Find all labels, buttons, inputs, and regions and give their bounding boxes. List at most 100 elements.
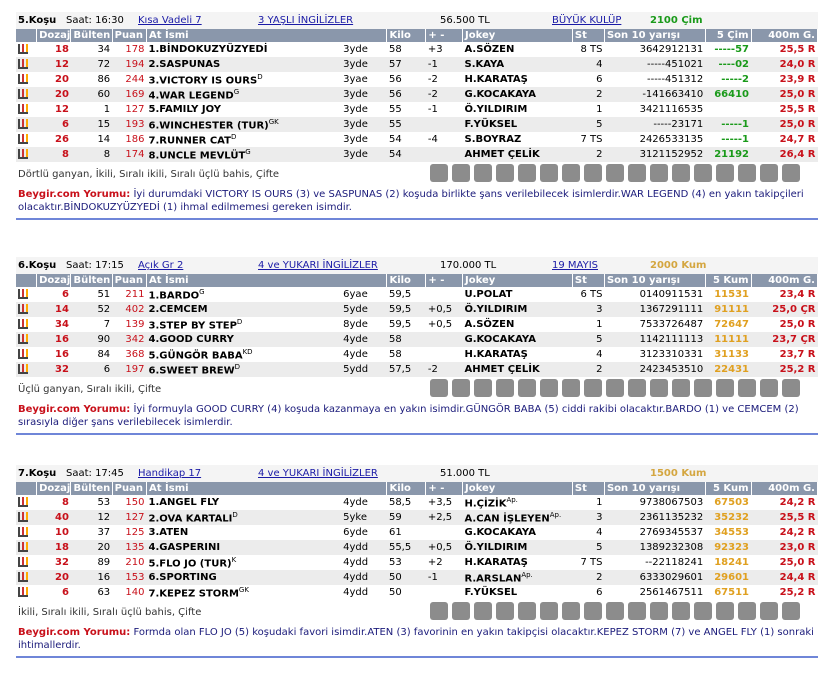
name[interactable]: 8.UNCLE MEVLÜT (148, 150, 246, 162)
tool-icon[interactable] (694, 379, 712, 397)
name[interactable]: 6.SPORTING (148, 572, 217, 583)
jokey[interactable]: AHMET ÇELİK (464, 364, 540, 375)
jokey[interactable]: G.KOCAKAYA (464, 334, 536, 345)
race-breed[interactable]: 4 ve YUKARI İNGİLİZLER (258, 260, 378, 271)
tool-icon[interactable] (606, 164, 624, 182)
name[interactable]: 7.KEPEZ STORM (148, 588, 239, 600)
tool-icon[interactable] (738, 164, 756, 182)
name[interactable]: 7.RUNNER CAT (148, 135, 231, 147)
jokey[interactable]: H.KARATAŞ (464, 349, 528, 360)
tool-icon[interactable] (430, 379, 448, 397)
tool-icon[interactable] (650, 379, 668, 397)
tool-icon[interactable] (496, 602, 514, 620)
tool-icon[interactable] (716, 379, 734, 397)
tool-icon[interactable] (650, 602, 668, 620)
chart-icon[interactable] (18, 104, 28, 114)
jokey[interactable]: H.KARATAŞ (464, 74, 528, 85)
name[interactable]: 2.SASPUNAS (148, 59, 221, 70)
tool-icon[interactable] (738, 602, 756, 620)
tool-icon[interactable] (760, 379, 778, 397)
tool-icon[interactable] (782, 164, 800, 182)
jokey[interactable]: Ö.YILDIRIM (464, 542, 528, 553)
name[interactable]: 1.ANGEL FLY (148, 497, 220, 508)
tool-icon[interactable] (694, 164, 712, 182)
tool-icon[interactable] (738, 379, 756, 397)
race-kind[interactable]: Kısa Vadeli 7 (138, 15, 202, 26)
race-kind[interactable]: Açık Gr 2 (138, 260, 184, 271)
tool-icon[interactable] (496, 164, 514, 182)
tool-icon[interactable] (540, 164, 558, 182)
name[interactable]: 3.ATEN (148, 527, 189, 538)
jokey[interactable]: A.SÖZEN (464, 44, 515, 55)
tool-icon[interactable] (672, 379, 690, 397)
name[interactable]: 6.WINCHESTER (TUR) (148, 120, 269, 132)
tool-icon[interactable] (628, 164, 646, 182)
jokey[interactable]: H.KARATAŞ (464, 557, 528, 568)
chart-icon[interactable] (18, 542, 28, 552)
tool-icon[interactable] (782, 379, 800, 397)
chart-icon[interactable] (18, 512, 28, 522)
tool-icon[interactable] (452, 602, 470, 620)
tool-icon[interactable] (452, 379, 470, 397)
tool-icon[interactable] (716, 164, 734, 182)
jokey[interactable]: R.ARSLAN (464, 573, 522, 585)
chart-icon[interactable] (18, 149, 28, 159)
jokey[interactable]: U.POLAT (464, 289, 513, 300)
chart-icon[interactable] (18, 349, 28, 359)
tool-icon[interactable] (650, 164, 668, 182)
name[interactable]: 5.FLO JO (TUR) (148, 558, 232, 570)
tool-icon[interactable] (562, 379, 580, 397)
name[interactable]: 6.SWEET BREW (148, 365, 235, 377)
tool-icon[interactable] (430, 164, 448, 182)
race-kind[interactable]: Handikap 17 (138, 468, 202, 479)
chart-icon[interactable] (18, 557, 28, 567)
chart-icon[interactable] (18, 587, 28, 597)
chart-icon[interactable] (18, 304, 28, 314)
jokey[interactable]: Ö.YILDIRIM (464, 104, 528, 115)
chart-icon[interactable] (18, 497, 28, 507)
tool-icon[interactable] (628, 379, 646, 397)
name[interactable]: 4.WAR LEGEND (148, 90, 234, 102)
chart-icon[interactable] (18, 334, 28, 344)
tool-icon[interactable] (760, 164, 778, 182)
tool-icon[interactable] (760, 602, 778, 620)
tool-icon[interactable] (584, 379, 602, 397)
tool-icon[interactable] (672, 164, 690, 182)
tool-icon[interactable] (518, 164, 536, 182)
name[interactable]: 1.BARDO (148, 290, 200, 302)
chart-icon[interactable] (18, 119, 28, 129)
jokey[interactable]: S.KAYA (464, 59, 505, 70)
chart-icon[interactable] (18, 134, 28, 144)
name[interactable]: 3.STEP BY STEP (148, 320, 237, 332)
tool-icon[interactable] (474, 379, 492, 397)
chart-icon[interactable] (18, 319, 28, 329)
jokey[interactable]: Ö.YILDIRIM (464, 304, 528, 315)
race-breed[interactable]: 3 YAŞLI İNGİLİZLER (258, 15, 354, 26)
tool-icon[interactable] (716, 602, 734, 620)
race-extra[interactable]: BÜYÜK KULÜP (552, 15, 622, 26)
chart-icon[interactable] (18, 572, 28, 582)
tool-icon[interactable] (782, 602, 800, 620)
jokey[interactable]: H.ÇİZİK (464, 498, 507, 510)
tool-icon[interactable] (562, 602, 580, 620)
tool-icon[interactable] (540, 379, 558, 397)
tool-icon[interactable] (430, 602, 448, 620)
jokey[interactable]: F.YÜKSEL (464, 119, 518, 130)
chart-icon[interactable] (18, 289, 28, 299)
name[interactable]: 4.GOOD CURRY (148, 334, 234, 345)
chart-icon[interactable] (18, 527, 28, 537)
tool-icon[interactable] (496, 379, 514, 397)
chart-icon[interactable] (18, 89, 28, 99)
tool-icon[interactable] (540, 602, 558, 620)
name[interactable]: 4.GASPERINI (148, 542, 221, 553)
tool-icon[interactable] (628, 602, 646, 620)
race-breed[interactable]: 4 ve YUKARI İNGİLİZLER (258, 468, 378, 479)
tool-icon[interactable] (474, 602, 492, 620)
tool-icon[interactable] (584, 602, 602, 620)
chart-icon[interactable] (18, 44, 28, 54)
name[interactable]: 2.CEMCEM (148, 304, 208, 315)
tool-icon[interactable] (518, 602, 536, 620)
tool-icon[interactable] (584, 164, 602, 182)
name[interactable]: 5.FAMILY JOY (148, 104, 222, 115)
name[interactable]: 1.BİNDOKUZYÜZYEDİ (148, 44, 268, 55)
